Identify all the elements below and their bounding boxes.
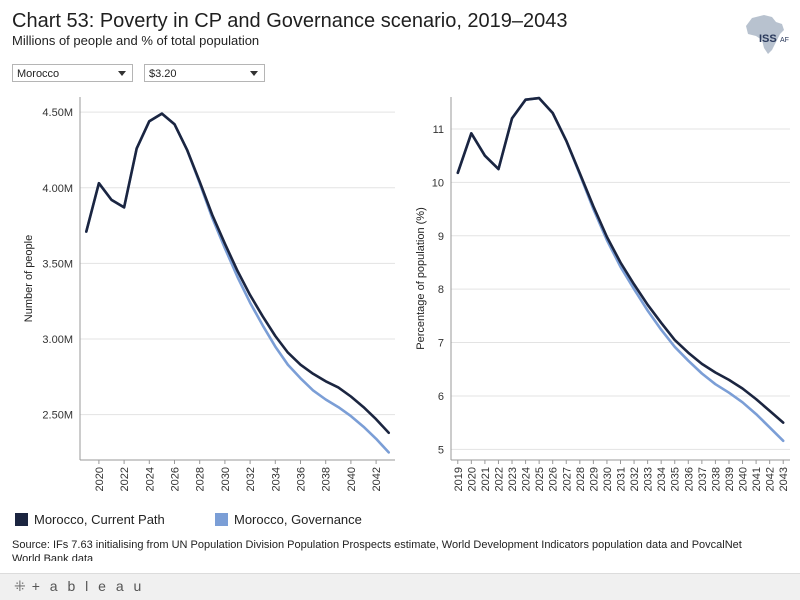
x-tick-label: 2040 — [738, 467, 750, 491]
x-tick-label: 2033 — [643, 467, 655, 491]
x-tick-label: 2025 — [534, 467, 546, 491]
country-dropdown-value: Morocco — [17, 68, 60, 80]
x-tick-label: 2028 — [575, 467, 587, 491]
x-tick-label: 2032 — [245, 467, 257, 491]
y-tick-label: 9 — [438, 231, 444, 243]
legend-swatch-governance — [215, 512, 228, 526]
chevron-down-icon — [250, 71, 258, 76]
legend-label-governance: Morocco, Governance — [234, 511, 362, 527]
x-tick-label: 2036 — [683, 467, 695, 491]
x-tick-label: 2035 — [670, 467, 682, 491]
y-tick-label: 11 — [433, 124, 444, 136]
chart-subtitle: Millions of people and % of total popula… — [12, 33, 260, 48]
y-tick-label: 3.00M — [42, 334, 73, 346]
y-tick-label: 8 — [438, 284, 444, 296]
x-tick-label: 2021 — [480, 467, 492, 491]
y-tick-label: 7 — [438, 338, 444, 350]
x-tick-label: 2028 — [195, 467, 207, 491]
country-dropdown[interactable]: Morocco — [12, 64, 133, 82]
africa-map-icon — [746, 15, 784, 54]
tableau-mark-icon: ⁜ — [14, 578, 26, 594]
series-line-current-path[interactable] — [85, 112, 391, 435]
x-tick-label: 2043 — [778, 467, 790, 491]
x-tick-label: 2034 — [270, 467, 282, 491]
logo-suffix: AF — [780, 37, 789, 44]
legend-swatch-current-path — [15, 512, 28, 526]
x-tick-label: 2024 — [521, 467, 533, 491]
x-tick-label: 2038 — [710, 467, 722, 491]
footer-bar: ⁜ + a b l e a u — [0, 573, 800, 600]
x-tick-label: 2032 — [629, 467, 641, 491]
x-tick-label: 2031 — [616, 467, 628, 491]
tableau-logo[interactable]: ⁜ + a b l e a u — [14, 578, 144, 595]
x-tick-label: 2022 — [119, 467, 131, 491]
legend-governance[interactable]: Morocco, Governance — [215, 510, 362, 528]
x-tick-label: 2041 — [751, 467, 763, 491]
chart-title: Chart 53: Poverty in CP and Governance s… — [12, 10, 568, 32]
x-tick-label: 2042 — [765, 467, 777, 491]
x-tick-label: 2020 — [466, 467, 478, 491]
logo-text: ISS — [759, 33, 777, 45]
x-tick-label: 2023 — [507, 467, 519, 491]
y-axis-title: Percentage of population (%) — [415, 207, 427, 349]
x-tick-label: 2039 — [724, 467, 736, 491]
x-tick-label: 2022 — [493, 467, 505, 491]
x-tick-label: 2040 — [346, 467, 358, 491]
y-tick-label: 2.50M — [42, 410, 73, 422]
x-tick-label: 2042 — [371, 467, 383, 491]
source-note: Source: IFs 7.63 initialising from UN Po… — [12, 539, 742, 561]
y-axis-title: Number of people — [23, 235, 35, 322]
legend-label-current-path: Morocco, Current Path — [34, 511, 165, 527]
tableau-brand: + a b l e a u — [31, 578, 145, 594]
threshold-dropdown-value: $3.20 — [149, 68, 177, 80]
y-tick-label: 3.50M — [42, 258, 73, 270]
x-tick-label: 2034 — [656, 467, 668, 491]
x-tick-label: 2036 — [296, 467, 308, 491]
y-tick-label: 10 — [432, 177, 444, 189]
series-line-governance[interactable] — [456, 96, 785, 443]
y-tick-label: 4.50M — [42, 107, 73, 119]
x-tick-label: 2020 — [94, 467, 106, 491]
y-tick-label: 5 — [438, 444, 444, 456]
legend-current-path[interactable]: Morocco, Current Path — [15, 510, 165, 528]
threshold-dropdown[interactable]: $3.20 — [144, 64, 265, 82]
x-tick-label: 2026 — [170, 467, 182, 491]
y-tick-label: 4.00M — [42, 183, 73, 195]
x-tick-label: 2019 — [453, 467, 465, 491]
y-tick-label: 6 — [438, 391, 444, 403]
series-line-current-path[interactable] — [456, 96, 785, 424]
x-tick-label: 2024 — [144, 467, 156, 491]
x-tick-label: 2037 — [697, 467, 709, 491]
series-line-governance[interactable] — [85, 112, 391, 454]
x-tick-label: 2026 — [548, 467, 560, 491]
iss-africa-logo: ISS AF — [746, 15, 789, 54]
x-tick-label: 2029 — [588, 467, 600, 491]
chevron-down-icon — [118, 71, 126, 76]
x-tick-label: 2030 — [220, 467, 232, 491]
x-tick-label: 2027 — [561, 467, 573, 491]
x-tick-label: 2038 — [321, 467, 333, 491]
x-tick-label: 2030 — [602, 467, 614, 491]
